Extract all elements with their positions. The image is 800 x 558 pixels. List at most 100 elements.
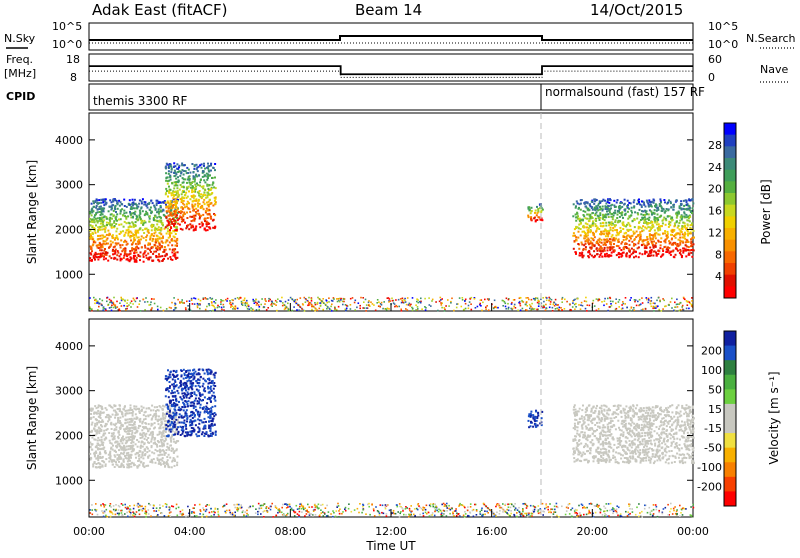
scatter-cell [691,199,693,201]
scatter-cell [124,455,126,457]
scatter-cell [428,297,430,299]
scatter-cell [456,303,458,305]
scatter-cell [136,216,138,218]
scatter-cell [166,210,168,212]
scatter-cell [207,388,209,390]
scatter-cell [167,425,169,427]
scatter-cell [144,228,146,230]
scatter-cell [649,222,651,224]
scatter-cell [545,309,547,311]
scatter-cell [184,194,186,196]
scatter-cell [90,458,92,460]
scatter-cell [113,307,115,309]
scatter-cell [165,167,167,169]
scatter-cell [616,217,618,219]
scatter-cell [607,249,609,251]
scatter-cell [131,412,133,414]
scatter-cell [166,190,168,192]
scatter-cell [149,218,151,220]
scatter-cell [109,224,111,226]
scatter-cell [410,304,412,306]
scatter-cell [685,199,687,201]
scatter-cell [142,446,144,448]
freq-tick-bottom: 8 [70,71,77,84]
scatter-cell [117,203,119,205]
scatter-cell [119,458,121,460]
scatter-cell [174,308,176,310]
scatter-cell [207,434,209,436]
scatter-cell [531,308,533,310]
scatter-cell [214,214,216,216]
scatter-cell [95,207,97,209]
scatter-cell [591,243,593,245]
scatter-cell [646,200,648,202]
scatter-cell [103,210,105,212]
scatter-cell [194,414,196,416]
scatter-cell [128,454,130,456]
scatter-cell [680,230,682,232]
scatter-cell [630,215,632,217]
scatter-cell [205,309,207,311]
scatter-cell [129,421,131,423]
scatter-cell [164,462,166,464]
scatter-cell [642,309,644,311]
scatter-cell [98,432,100,434]
scatter-cell [603,305,605,307]
scatter-cell [618,256,620,258]
scatter-cell [230,306,232,308]
scatter-cell [564,308,566,310]
scatter-cell [95,232,97,234]
scatter-cell [189,198,191,200]
scatter-cell [584,235,586,237]
scatter-cell [148,243,150,245]
scatter-cell [203,179,205,181]
scatter-cell [555,299,557,301]
scatter-cell [119,422,121,424]
colorbar-swatch [724,181,736,193]
scatter-cell [181,422,183,424]
scatter-cell [175,203,177,205]
scatter-cell [143,204,145,206]
scatter-cell [134,424,136,426]
scatter-cell [543,306,545,308]
scatter-cell [169,165,171,167]
scatter-cell [621,255,623,257]
scatter-cell [115,441,117,443]
scatter-cell [526,301,528,303]
scatter-cell [513,299,515,301]
scatter-cell [150,200,152,202]
scatter-cell [181,299,183,301]
scatter-cell [530,219,532,221]
scatter-cell [232,308,234,310]
scatter-cell [605,225,607,227]
scatter-cell [569,304,571,306]
scatter-cell [115,451,117,453]
scatter-cell [474,298,476,300]
scatter-cell [644,219,646,221]
scatter-cell [552,310,554,312]
scatter-cell [197,378,199,380]
scatter-cell [681,226,683,228]
scatter-cell [155,443,157,445]
scatter-cell [137,218,139,220]
scatter-cell [159,201,161,203]
scatter-cell [588,218,590,220]
scatter-cell [330,306,332,308]
scatter-cell [111,218,113,220]
scatter-cell [207,213,209,215]
scatter-cell [200,376,202,378]
scatter-cell [315,304,317,306]
scatter-cell [654,229,656,231]
scatter-cell [98,306,100,308]
scatter-cell [611,236,613,238]
scatter-cell [102,252,104,254]
scatter-cell [127,436,129,438]
scatter-cell [625,232,627,234]
scatter-cell [217,307,219,309]
scatter-cell [575,253,577,255]
scatter-cell [583,244,585,246]
scatter-cell [633,207,635,209]
scatter-cell [133,252,135,254]
scatter-cell [617,214,619,216]
scatter-cell [199,164,201,166]
